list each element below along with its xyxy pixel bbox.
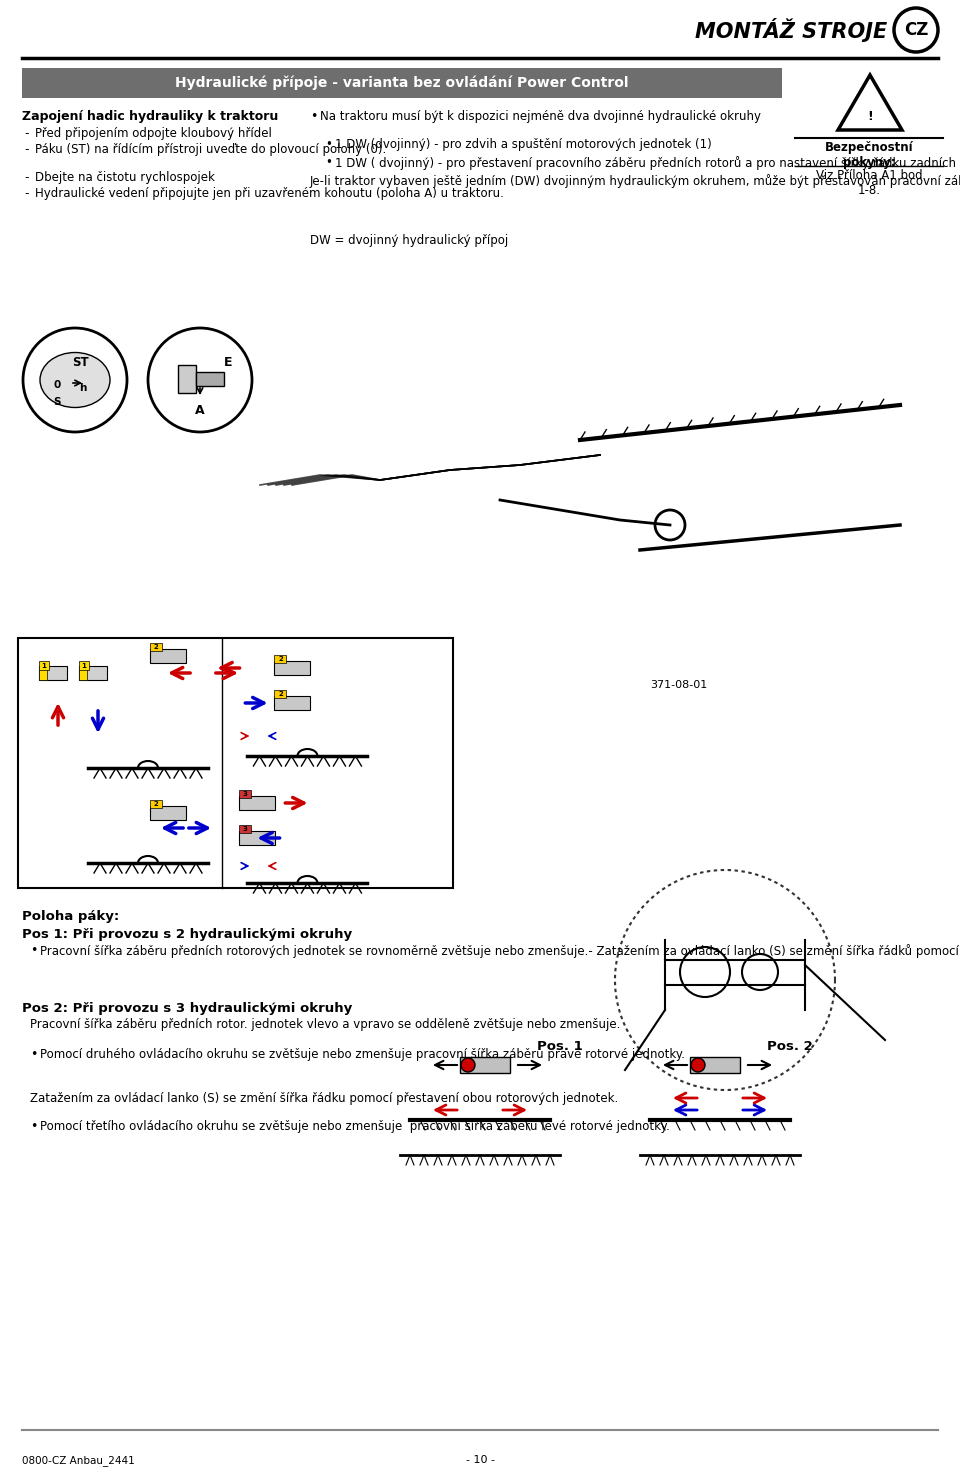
Text: •: • bbox=[30, 944, 37, 957]
Text: Bezpečnostní
pokyny:: Bezpečnostní pokyny: bbox=[825, 141, 913, 169]
Text: -: - bbox=[24, 171, 29, 184]
Text: Viz Příloha A1 bod
1-8.: Viz Příloha A1 bod 1-8. bbox=[816, 169, 923, 197]
Text: •: • bbox=[310, 110, 318, 124]
Bar bbox=[178, 365, 196, 393]
Text: 1: 1 bbox=[41, 662, 46, 668]
Text: S: S bbox=[53, 397, 60, 406]
Text: 3: 3 bbox=[243, 790, 248, 796]
Bar bbox=[39, 665, 47, 680]
Bar bbox=[18, 637, 453, 888]
Text: Páku (ST) na řídícím přístroji uveďte do plovoucí polohy (0).: Páku (ST) na řídícím přístroji uveďte do… bbox=[35, 143, 386, 156]
Bar bbox=[275, 655, 286, 662]
Text: •: • bbox=[30, 1048, 37, 1061]
Text: MONTÁŽ STROJE: MONTÁŽ STROJE bbox=[695, 18, 887, 43]
Bar bbox=[150, 807, 186, 820]
Text: Zatažením za ovládací lanko (S) se změní šířka řádku pomocí přestavení obou roto: Zatažením za ovládací lanko (S) se změní… bbox=[30, 1092, 618, 1105]
Bar bbox=[239, 796, 276, 810]
Text: 2: 2 bbox=[154, 801, 158, 807]
Text: 2: 2 bbox=[278, 657, 283, 662]
Bar bbox=[79, 665, 87, 680]
Bar bbox=[239, 790, 252, 798]
Bar bbox=[239, 824, 252, 833]
Text: Dbejte na čistotu rychlospojek: Dbejte na čistotu rychlospojek bbox=[35, 171, 215, 184]
Bar bbox=[150, 649, 186, 662]
Bar bbox=[39, 665, 67, 680]
Bar bbox=[22, 68, 782, 99]
Text: Pracovní šířka záběru předních rotor. jednotek vlevo a vpravo se odděleně zvětšu: Pracovní šířka záběru předních rotor. je… bbox=[30, 1019, 620, 1030]
Text: 3: 3 bbox=[243, 826, 248, 832]
Text: Je-li traktor vybaven ještě jedním (DW) dvojinným hydraulickým okruhem, může být: Je-li traktor vybaven ještě jedním (DW) … bbox=[310, 174, 960, 188]
Text: CZ: CZ bbox=[903, 21, 928, 38]
Text: •: • bbox=[325, 156, 332, 169]
Text: Pomocí druhého ovládacího okruhu se zvětšuje nebo zmenšuje pracovní šířka záběru: Pomocí druhého ovládacího okruhu se zvět… bbox=[40, 1048, 685, 1061]
Text: 1 DW (dvojinný) - pro zdvih a spuštění motorových jednotek (1): 1 DW (dvojinný) - pro zdvih a spuštění m… bbox=[335, 138, 711, 152]
Text: -: - bbox=[24, 187, 29, 200]
Bar bbox=[150, 799, 162, 808]
Text: Pos. 2: Pos. 2 bbox=[767, 1041, 813, 1052]
Text: - 10 -: - 10 - bbox=[466, 1454, 494, 1465]
Text: Na traktoru musí být k dispozici nejméně dva dvojinné hydraulické okruhy: Na traktoru musí být k dispozici nejméně… bbox=[320, 110, 761, 124]
Circle shape bbox=[691, 1058, 705, 1072]
Text: -: - bbox=[24, 127, 29, 140]
Text: Pos 2: Při provozu s 3 hydraulickými okruhy: Pos 2: Při provozu s 3 hydraulickými okr… bbox=[22, 1002, 352, 1016]
Text: ST: ST bbox=[72, 356, 88, 368]
Text: 2: 2 bbox=[278, 690, 283, 698]
Bar bbox=[275, 696, 310, 710]
Text: •: • bbox=[30, 1120, 37, 1133]
Text: !: ! bbox=[867, 110, 873, 124]
Bar bbox=[239, 832, 276, 845]
Text: 2: 2 bbox=[154, 645, 158, 651]
Text: 1: 1 bbox=[82, 662, 86, 668]
Bar bbox=[275, 661, 310, 676]
Bar bbox=[79, 665, 107, 680]
Text: h: h bbox=[80, 383, 86, 393]
Bar bbox=[39, 661, 49, 670]
Bar bbox=[275, 690, 286, 698]
Bar bbox=[460, 1057, 510, 1073]
Text: Zapojení hadic hydrauliky k traktoru: Zapojení hadic hydrauliky k traktoru bbox=[22, 110, 278, 124]
Text: Pos. 1: Pos. 1 bbox=[538, 1041, 583, 1052]
Text: Hydraulické vedení připojujte jen při uzavřeném kohoutu (poloha A) u traktoru.: Hydraulické vedení připojujte jen při uz… bbox=[35, 187, 504, 200]
Text: 1 DW ( dvojinný) - pro přestavení pracovního záběru předních rotorů a pro nastav: 1 DW ( dvojinný) - pro přestavení pracov… bbox=[335, 156, 960, 169]
Text: Hydraulické přípoje - varianta bez ovládání Power Control: Hydraulické přípoje - varianta bez ovlád… bbox=[176, 75, 629, 90]
Text: Poloha páky:: Poloha páky: bbox=[22, 910, 119, 923]
Text: Pos 1: Při provozu s 2 hydraulickými okruhy: Pos 1: Při provozu s 2 hydraulickými okr… bbox=[22, 927, 352, 941]
Text: •: • bbox=[325, 138, 332, 152]
Text: DW = dvojinný hydraulický přípoj: DW = dvojinný hydraulický přípoj bbox=[310, 234, 508, 247]
Text: E: E bbox=[224, 356, 232, 368]
Ellipse shape bbox=[40, 352, 110, 408]
Circle shape bbox=[461, 1058, 475, 1072]
Bar bbox=[690, 1057, 740, 1073]
Text: Pomocí třetího ovládacího okruhu se zvětšuje nebo zmenšuje  pracovní šířka záběr: Pomocí třetího ovládacího okruhu se zvět… bbox=[40, 1120, 670, 1133]
Text: 371-08-01: 371-08-01 bbox=[650, 680, 708, 690]
Text: 0: 0 bbox=[54, 380, 60, 390]
Text: Pracovní šířka záběru předních rotorových jednotek se rovnoměrně zvětšuje nebo z: Pracovní šířka záběru předních rotorovýc… bbox=[40, 944, 960, 958]
Bar bbox=[79, 661, 89, 670]
Text: A: A bbox=[195, 403, 204, 417]
Text: -: - bbox=[24, 143, 29, 156]
Text: Před připojením odpojte kloubový hřídel: Před připojením odpojte kloubový hřídel bbox=[35, 127, 272, 140]
Bar bbox=[150, 643, 162, 651]
Text: 0800-CZ Anbau_2441: 0800-CZ Anbau_2441 bbox=[22, 1454, 134, 1466]
Bar bbox=[196, 372, 224, 386]
